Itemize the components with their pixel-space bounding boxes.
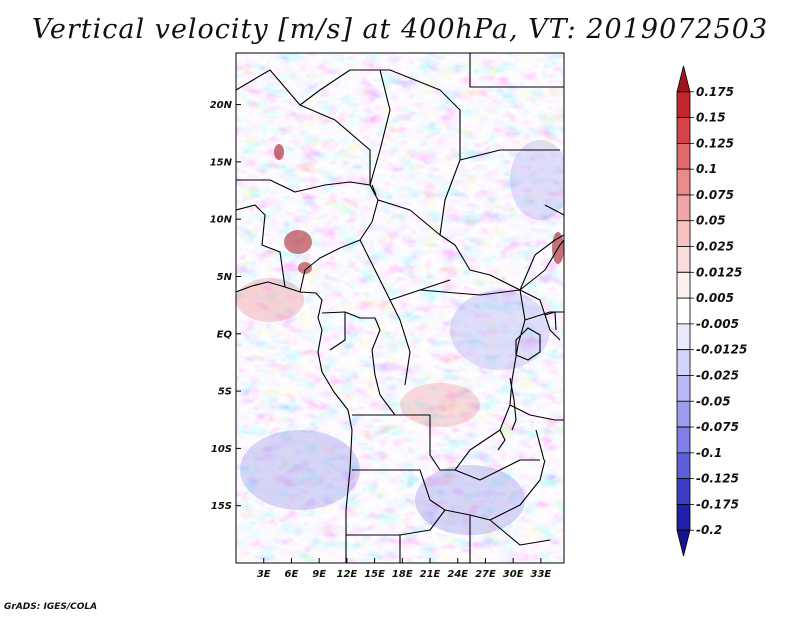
colorbar-segment [676,400,691,428]
lat-tick-label: 10S [211,444,232,455]
lat-tick-label: 5S [218,387,232,398]
colorbar-label: 0.05 [696,214,726,228]
colorbar-segment [676,504,691,531]
lon-tick-label: 3E [257,569,271,580]
lon-tick-label: 30E [503,569,524,580]
lon-tick-label: 12E [336,569,357,580]
colorbar-segment [676,297,691,325]
country-boundaries [236,53,564,563]
colorbar-label: -0.1 [696,446,722,460]
latitude-axis: 20N 15N 10N 5N EQ 5S 10S 15S [210,100,241,512]
lat-tick-label: 5N [217,272,233,283]
strong-updraft-region [298,262,312,274]
longitude-axis: 3E 6E 9E 12E 15E 18E 21E 24E 27E 30E 33E [257,558,552,580]
lon-tick-label: 15E [364,569,385,580]
colorbar-segment [676,478,691,505]
colorbar-segment [676,375,691,402]
colorbar-segment [676,168,691,196]
colorbar-segment [676,271,691,299]
colorbar-label: -0.075 [696,420,739,434]
colorbar-label: -0.05 [696,394,731,408]
downdraft-band [240,430,360,510]
colorbar-label: -0.125 [696,472,739,486]
lat-tick-label: 10N [210,215,233,226]
colorbar-label: 0.175 [696,85,734,99]
colorbar-label: 0.125 [696,136,734,150]
lon-tick-label: 9E [312,569,326,580]
colorbar-label: -0.2 [696,523,722,537]
colorbar-segment [676,323,691,351]
colorbar-label: -0.005 [696,317,739,331]
colorbar: 0.175 0.15 0.125 0.1 0.075 0.05 0.025 0.0125 0.0… [676,65,747,557]
downdraft-band [415,465,525,535]
colorbar-label: 0.075 [696,188,734,202]
downdraft-band [510,140,564,220]
lon-tick-label: 24E [447,569,468,580]
strong-updraft-region [274,144,284,160]
colorbar-segment [676,91,691,118]
lon-tick-label: 6E [285,569,299,580]
lat-tick-label: 15N [210,157,233,168]
lon-tick-label: 33E [531,569,552,580]
map-title: Vertical velocity [m/s] at 400hPa, VT: 2… [31,14,769,45]
lon-tick-label: 18E [392,569,413,580]
colorbar-label: 0.1 [696,162,717,176]
lat-tick-label: 15S [211,501,232,512]
colorbar-label: 0.005 [696,291,734,305]
colorbar-label: 0.0125 [696,265,742,279]
velocity-field [236,53,564,563]
updraft-band [236,278,304,322]
downdraft-band [450,290,550,370]
colorbar-label: 0.025 [696,240,734,254]
colorbar-segment [676,529,691,557]
updraft-band [400,383,480,427]
strong-updraft-region [284,230,312,254]
colorbar-segment [676,452,691,480]
colorbar-label: -0.025 [696,368,739,382]
lakes [371,184,557,461]
colorbar-label: -0.0125 [696,343,747,357]
colorbar-segment [676,65,691,93]
colorbar-segment [676,117,691,144]
lon-tick-label: 21E [420,569,441,580]
colorbar-segment [676,194,691,222]
lat-tick-label: 20N [210,100,233,111]
colorbar-segment [676,220,691,247]
credit-label: GrADS: IGES/COLA [4,602,98,612]
colorbar-label: -0.175 [696,497,739,511]
colorbar-segment [676,426,691,454]
lon-tick-label: 27E [475,569,496,580]
plot-frame [235,52,565,564]
colorbar-segment [676,142,691,170]
lat-tick-label: EQ [217,329,233,340]
colorbar-segment [676,349,691,376]
colorbar-label: 0.15 [696,111,726,125]
colorbar-segment [676,246,691,273]
